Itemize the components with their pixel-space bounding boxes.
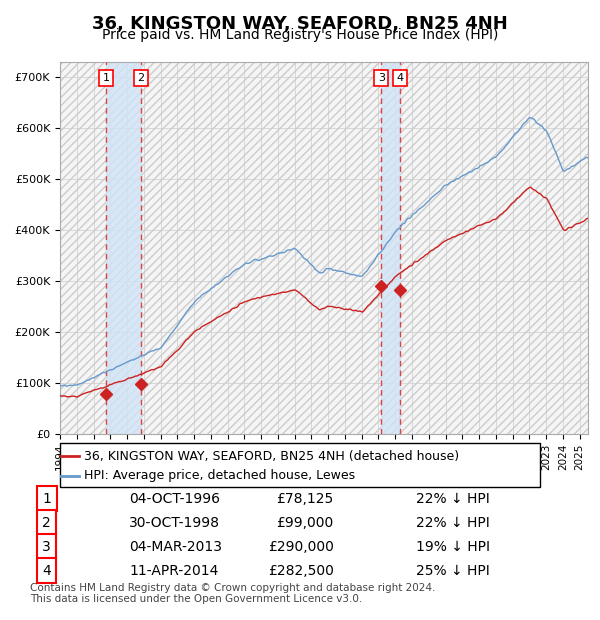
Text: 36, KINGSTON WAY, SEAFORD, BN25 4NH (detached house): 36, KINGSTON WAY, SEAFORD, BN25 4NH (det… xyxy=(84,450,459,463)
Text: Price paid vs. HM Land Registry's House Price Index (HPI): Price paid vs. HM Land Registry's House … xyxy=(102,28,498,42)
Text: £99,000: £99,000 xyxy=(277,516,334,529)
Text: 1: 1 xyxy=(42,492,51,506)
Text: 2: 2 xyxy=(137,73,145,83)
Text: 22% ↓ HPI: 22% ↓ HPI xyxy=(416,516,490,529)
Text: 2: 2 xyxy=(42,516,51,529)
Text: £282,500: £282,500 xyxy=(268,564,334,578)
Text: HPI: Average price, detached house, Lewes: HPI: Average price, detached house, Lewe… xyxy=(84,469,355,482)
Text: 04-OCT-1996: 04-OCT-1996 xyxy=(130,492,220,506)
Text: £78,125: £78,125 xyxy=(277,492,334,506)
Text: 4: 4 xyxy=(42,564,51,578)
Bar xyxy=(106,62,141,434)
Text: 1: 1 xyxy=(103,73,110,83)
Text: 30-OCT-1998: 30-OCT-1998 xyxy=(130,516,220,529)
Text: 11-APR-2014: 11-APR-2014 xyxy=(130,564,219,578)
Text: 3: 3 xyxy=(42,540,51,554)
Text: 4: 4 xyxy=(397,73,403,83)
Text: 22% ↓ HPI: 22% ↓ HPI xyxy=(416,492,490,506)
Text: Contains HM Land Registry data © Crown copyright and database right 2024.
This d: Contains HM Land Registry data © Crown c… xyxy=(30,583,436,604)
Text: 3: 3 xyxy=(378,73,385,83)
Text: 19% ↓ HPI: 19% ↓ HPI xyxy=(416,540,490,554)
Text: 04-MAR-2013: 04-MAR-2013 xyxy=(130,540,223,554)
Text: £290,000: £290,000 xyxy=(268,540,334,554)
Text: 36, KINGSTON WAY, SEAFORD, BN25 4NH: 36, KINGSTON WAY, SEAFORD, BN25 4NH xyxy=(92,16,508,33)
Bar xyxy=(382,62,400,434)
Text: 25% ↓ HPI: 25% ↓ HPI xyxy=(416,564,490,578)
FancyBboxPatch shape xyxy=(60,443,540,487)
